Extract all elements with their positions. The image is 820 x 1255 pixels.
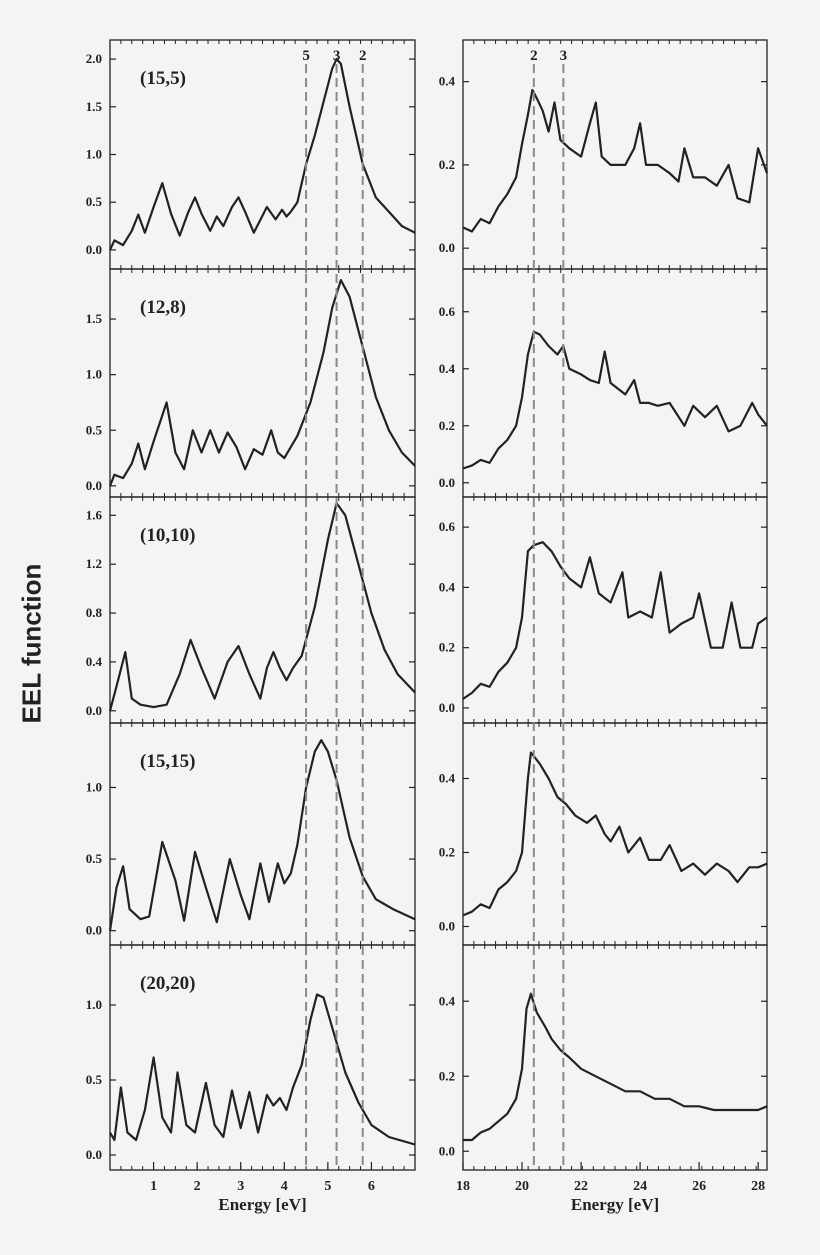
panel-frame: [462, 268, 768, 498]
y-tick-label: 0.2: [439, 640, 455, 655]
panel-frame: [462, 496, 768, 724]
panel-2: 0.0 0.2 0.4: [439, 39, 769, 270]
y-tick-label: 0.4: [439, 993, 456, 1008]
panel-title: (15,15): [140, 751, 195, 772]
y-tick-label: 0.0: [439, 475, 455, 490]
y-tick-label: 1.0: [86, 997, 102, 1012]
panel-9: 0.0 0.5 1.0 1 2 3 4 5 6 (20,20): [86, 944, 416, 1194]
x-tick-label: 20: [515, 1179, 529, 1194]
y-tick-label: 0.4: [86, 654, 103, 669]
marker-label: 3: [560, 48, 568, 64]
eel-curve: [462, 751, 768, 917]
y-tick-label: 0.0: [439, 240, 455, 255]
panel-8: 0.0 0.2 0.4: [439, 722, 768, 946]
y-tick-label: 0.0: [86, 1147, 102, 1162]
y-tick-label: 1.0: [86, 779, 102, 794]
marker-label: 2: [359, 48, 367, 64]
x-tick-label: 18: [456, 1179, 470, 1194]
eel-curve: [463, 992, 768, 1142]
marker-label: 3: [333, 48, 341, 64]
marker-label: 2: [530, 48, 538, 64]
panel-5: 0.0 0.4 0.8 1.2 1.6 (10,10): [86, 496, 416, 724]
panel-title: (12,8): [140, 297, 186, 318]
x-axis-label-left: Energy [eV]: [218, 1195, 306, 1214]
y-tick-label: 1.0: [86, 147, 102, 162]
y-tick-label: 0.8: [86, 605, 103, 620]
y-tick-label: 0.0: [86, 703, 102, 718]
y-tick-label: 0.0: [86, 923, 102, 938]
eel-curve: [109, 58, 416, 251]
x-tick-label: 4: [281, 1179, 288, 1194]
y-tick-label: 0.2: [439, 1068, 455, 1083]
panel-title: (15,5): [140, 68, 186, 89]
eel-curve: [109, 993, 416, 1146]
y-tick-label: 0.4: [439, 771, 456, 786]
panel-10: 0.0 0.2 0.4 18 20 22 24 26 28: [439, 944, 768, 1194]
y-tick-label: 2.0: [86, 51, 102, 66]
panel-7: 0.0 0.5 1.0 (15,15): [86, 722, 416, 946]
panel-frame: [462, 39, 768, 270]
eel-curve: [108, 502, 416, 712]
panel-title: (20,20): [140, 973, 195, 994]
y-tick-label: 0.4: [439, 361, 456, 376]
x-axis-label-right: Energy [eV]: [571, 1195, 659, 1214]
y-tick-label: 0.4: [439, 579, 456, 594]
x-tick-label: 1: [150, 1179, 157, 1194]
y-axis-label: EEL function: [16, 563, 47, 724]
y-tick-label: 0.2: [439, 418, 455, 433]
y-tick-label: 1.5: [86, 311, 103, 326]
y-tick-label: 0.5: [86, 422, 103, 437]
y-tick-label: 0.0: [439, 919, 455, 934]
x-tick-label: 22: [574, 1179, 588, 1194]
y-tick-label: 0.5: [86, 1072, 103, 1087]
y-tick-label: 1.5: [86, 99, 103, 114]
y-tick-label: 0.6: [439, 304, 456, 319]
panel-4: 0.0 0.2 0.4 0.6: [439, 268, 768, 498]
y-tick-label: 1.2: [86, 556, 102, 571]
y-tick-label: 0.0: [439, 1143, 455, 1158]
eel-curve: [462, 88, 769, 233]
x-tick-label: 26: [692, 1179, 706, 1194]
panel-frame: [462, 944, 768, 1171]
y-tick-label: 0.2: [439, 845, 455, 860]
panel-title: (10,10): [140, 525, 195, 546]
y-tick-label: 0.2: [439, 157, 455, 172]
eel-curve: [462, 541, 768, 700]
x-tick-label: 28: [751, 1179, 765, 1194]
x-tick-label: 6: [368, 1179, 375, 1194]
y-tick-label: 0.4: [439, 74, 456, 89]
y-tick-label: 0.0: [86, 242, 102, 257]
y-tick-label: 0.6: [439, 519, 456, 534]
y-tick-label: 1.0: [86, 367, 102, 382]
x-tick-label: 3: [237, 1179, 244, 1194]
y-tick-label: 0.5: [86, 194, 103, 209]
panel-1: 0.0 0.5 1.0 1.5 2.0 (15,5): [86, 39, 416, 270]
x-tick-label: 24: [633, 1179, 647, 1194]
panel-3: 0.0 0.5 1.0 1.5 (12,8): [86, 268, 416, 498]
marker-label: 5: [302, 48, 310, 64]
eel-curve: [462, 330, 768, 470]
panel-6: 0.0 0.2 0.4 0.6: [439, 496, 768, 724]
x-tick-label: 5: [324, 1179, 331, 1194]
y-tick-label: 0.0: [439, 700, 455, 715]
y-tick-label: 0.0: [86, 478, 102, 493]
y-tick-label: 0.5: [86, 851, 103, 866]
x-tick-label: 2: [194, 1179, 201, 1194]
eel-curve: [108, 279, 416, 487]
y-tick-label: 1.6: [86, 507, 103, 522]
